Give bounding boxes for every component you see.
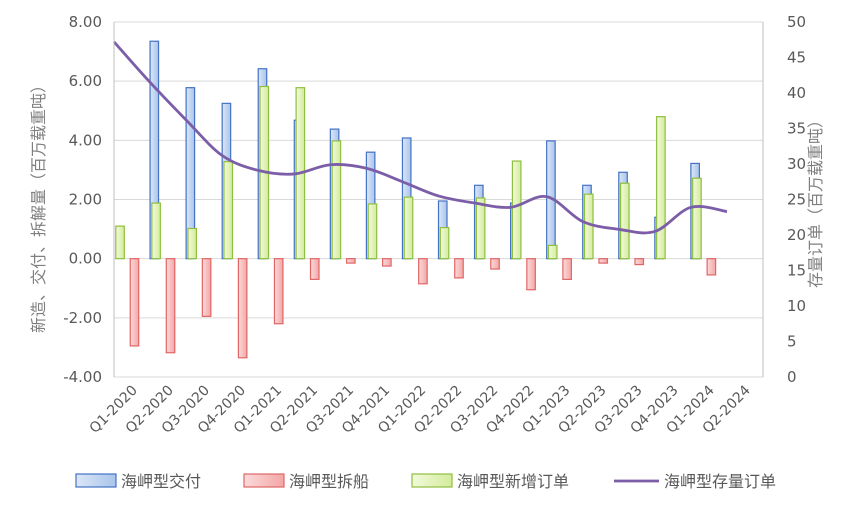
bar-new-order (511, 160, 522, 260)
bar-new-order (619, 182, 630, 260)
y-right-tick-label: 5 (787, 333, 797, 351)
bar-new-order (439, 227, 450, 260)
legend: 海岬型交付 海岬型拆船 海岬型新增订单 海岬型存量订单 (75, 472, 776, 491)
y-right-tick-label: 20 (787, 226, 806, 244)
y-right-tick-label: 35 (787, 120, 806, 138)
y-right-tick-label: 0 (787, 368, 797, 386)
axes: -4.00 -2.00 0.00 2.00 4.00 6.00 8.00 0 5 10 15 20 25… (29, 13, 825, 437)
y-left-tick-label: 0.00 (69, 250, 102, 268)
y-right-tick-label: 30 (787, 155, 806, 173)
legend-label: 海岬型新增订单 (457, 472, 569, 491)
legend-swatch (411, 473, 453, 488)
bar-new-order (151, 202, 161, 260)
legend-swatch (243, 473, 285, 488)
y-left-axis-title: 新造、交付、拆解量（百万载重吨） (29, 77, 48, 333)
bar-scrapping (418, 258, 428, 285)
order-book-line (112, 40, 728, 235)
bar-new-order (403, 196, 414, 260)
bar-scrapping (201, 258, 212, 317)
bar-scrapping (309, 258, 320, 280)
bar-scrapping (598, 258, 609, 264)
bar-new-order (367, 203, 378, 260)
y-right-axis-title: 存量订单（百万载重吨） (806, 112, 825, 288)
legend-label: 海岬型交付 (121, 472, 201, 491)
y-right-tick-label: 25 (787, 191, 806, 209)
bar-new-order (115, 225, 125, 260)
bar-new-order (187, 227, 198, 260)
bar-new-order (656, 116, 666, 260)
y-left-tick-label: -4.00 (63, 368, 102, 386)
legend-label: 海岬型拆船 (289, 472, 369, 491)
y-left-tick-label: 4.00 (69, 131, 102, 149)
bar-new-order (475, 197, 486, 260)
bar-scrapping (634, 258, 645, 266)
y-right-tick-label: 10 (787, 297, 806, 315)
bar-scrapping (237, 258, 248, 359)
bar-scrapping (562, 258, 572, 280)
bar-scrapping (165, 258, 176, 354)
bar-scrapping (454, 258, 464, 279)
bar-new-order (223, 161, 234, 260)
y-right-tick-label: 15 (787, 262, 806, 280)
bar-new-order (583, 193, 594, 260)
bar-scrapping (129, 258, 140, 347)
legend-swatch (75, 473, 117, 488)
order-book-line-path (112, 40, 728, 235)
bar-scrapping (706, 258, 717, 276)
y-right-tick-label: 50 (787, 13, 806, 31)
bar-scrapping (526, 258, 536, 291)
y-right-tick-label: 45 (787, 49, 806, 67)
bar-scrapping (273, 258, 284, 325)
y-left-tick-label: -2.00 (63, 309, 102, 327)
bar-scrapping (490, 258, 500, 270)
bar-new-order (331, 140, 342, 260)
legend-label: 海岬型存量订单 (664, 472, 776, 491)
bar-scrapping (345, 258, 356, 264)
y-left-tick-label: 8.00 (69, 13, 102, 31)
y-left-tick-label: 2.00 (69, 191, 102, 209)
y-left-tick-label: 6.00 (69, 72, 102, 90)
bars (115, 40, 717, 359)
y-right-tick-label: 40 (787, 84, 806, 102)
bar-new-order (692, 177, 702, 260)
bar-scrapping (382, 258, 392, 267)
bar-new-order (547, 244, 558, 260)
